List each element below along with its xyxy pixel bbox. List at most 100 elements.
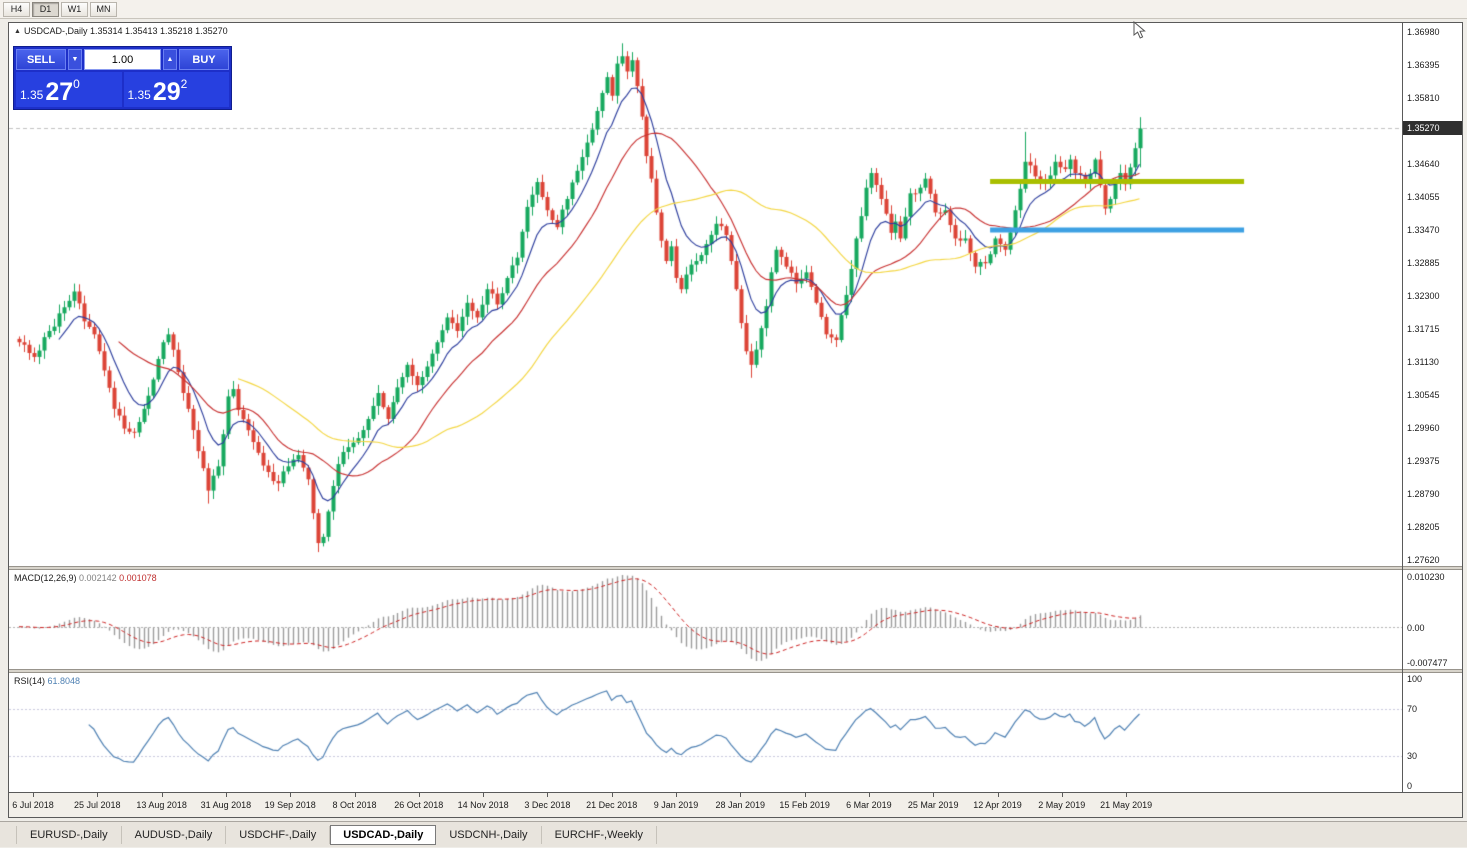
rsi-scale-label: 100 bbox=[1407, 674, 1423, 684]
time-axis-label: 6 Jul 2018 bbox=[12, 800, 54, 810]
timeframe-button-mn[interactable]: MN bbox=[90, 1, 117, 17]
chart-marker-icon: ▲ bbox=[14, 28, 21, 35]
price-scale-label: 1.29960 bbox=[1407, 423, 1440, 433]
current-price-tag: 1.35270 bbox=[1403, 121, 1462, 136]
panel-splitter[interactable] bbox=[9, 566, 1462, 570]
price-scale-label: 1.34055 bbox=[1407, 192, 1440, 202]
time-axis-label: 14 Nov 2018 bbox=[457, 800, 509, 810]
macd-main-value: 0.002142 bbox=[79, 573, 117, 583]
chart-tab-usdcad[interactable]: USDCAD-,Daily bbox=[330, 824, 437, 845]
bid-price-prefix: 1.35 bbox=[20, 88, 44, 102]
rsi-indicator-label: RSI(14) 61.8048 bbox=[14, 676, 80, 686]
time-axis-tick bbox=[33, 793, 34, 797]
price-scale-border bbox=[1402, 23, 1403, 792]
price-scale-label: 1.32300 bbox=[1407, 291, 1440, 301]
macd-signal-value: 0.001078 bbox=[119, 573, 157, 583]
candlestick-chart-canvas[interactable] bbox=[9, 23, 1402, 566]
mouse-cursor bbox=[1133, 20, 1146, 45]
time-axis-label: 8 Oct 2018 bbox=[332, 800, 377, 810]
rsi-value: 61.8048 bbox=[47, 676, 81, 686]
time-axis-label: 21 Dec 2018 bbox=[586, 800, 638, 810]
rsi-name: RSI(14) bbox=[14, 676, 46, 686]
time-axis-label: 21 May 2019 bbox=[1100, 800, 1153, 810]
time-axis-tick bbox=[1061, 793, 1063, 797]
time-axis-tick bbox=[547, 793, 549, 797]
time-axis-label: 25 Jul 2018 bbox=[74, 800, 121, 810]
tab-stub bbox=[6, 825, 17, 844]
price-scale-label: 1.35810 bbox=[1407, 93, 1440, 103]
chart-tab-eurusd[interactable]: EURUSD-,Daily bbox=[17, 825, 122, 844]
timeframe-button-d1[interactable]: D1 bbox=[32, 1, 59, 17]
timeframe-toolbar: H4 D1 W1 MN bbox=[0, 0, 1467, 19]
time-axis-tick bbox=[933, 793, 935, 797]
bid-price-pips: 27 bbox=[45, 78, 74, 106]
time-axis-tick bbox=[225, 793, 227, 797]
macd-panel-canvas[interactable] bbox=[9, 570, 1402, 669]
ask-price-point: 2 bbox=[180, 77, 188, 91]
ask-price[interactable]: 1.35 29 2 bbox=[123, 72, 229, 107]
time-axis-tick bbox=[804, 793, 806, 797]
time-axis-tick bbox=[418, 793, 420, 797]
chart-symbol-label: ▲ USDCAD-,Daily 1.35314 1.35413 1.35218 1… bbox=[14, 26, 228, 36]
volume-input[interactable] bbox=[84, 49, 161, 70]
time-axis-tick bbox=[354, 793, 356, 797]
ask-price-pips: 29 bbox=[152, 78, 181, 106]
time-axis-label: 15 Feb 2019 bbox=[779, 800, 830, 810]
price-scale-label: 1.36980 bbox=[1407, 27, 1440, 37]
ask-price-prefix: 1.35 bbox=[127, 88, 151, 102]
price-scale-label: 1.32885 bbox=[1407, 258, 1440, 268]
time-axis[interactable]: 6 Jul 2018 25 Jul 2018 13 Aug 2018 31 Aug 2… bbox=[9, 792, 1462, 817]
symbol-name: USDCAD-,Daily bbox=[23, 26, 88, 36]
macd-indicator-label: MACD(12,26,9) 0.002142 0.001078 bbox=[14, 573, 157, 583]
price-scale-label: 1.31130 bbox=[1407, 357, 1439, 367]
time-axis-label: 26 Oct 2018 bbox=[394, 800, 444, 810]
bid-price-point: 0 bbox=[73, 77, 80, 91]
time-axis-label: 6 Mar 2019 bbox=[846, 800, 892, 810]
chart-tab-usdcnh[interactable]: USDCNH-,Daily bbox=[436, 825, 542, 844]
time-axis-tick bbox=[997, 793, 999, 797]
bid-price[interactable]: 1.35 27 0 bbox=[16, 72, 122, 107]
price-scale-label: 1.36395 bbox=[1407, 60, 1440, 70]
chart-tab-eurchf[interactable]: EURCHF-,Weekly bbox=[542, 825, 657, 844]
chart-tab-usdchf[interactable]: USDCHF-,Daily bbox=[226, 825, 331, 844]
time-axis-tick bbox=[1126, 793, 1128, 797]
time-axis-label: 2 May 2019 bbox=[1038, 800, 1086, 810]
time-axis-tick bbox=[290, 793, 292, 797]
time-axis-label: 3 Dec 2018 bbox=[524, 800, 571, 810]
macd-scale-max: 0.010230 bbox=[1407, 572, 1445, 582]
time-axis-label: 25 Mar 2019 bbox=[907, 800, 959, 810]
ohlc-values: 1.35314 1.35413 1.35218 1.35270 bbox=[89, 26, 228, 36]
price-scale-label: 1.29375 bbox=[1407, 456, 1440, 466]
sell-button[interactable]: SELL bbox=[16, 49, 66, 70]
price-scale-label: 1.30545 bbox=[1407, 390, 1440, 400]
time-axis-label: 31 Aug 2018 bbox=[200, 800, 252, 810]
timeframe-button-h4[interactable]: H4 bbox=[3, 1, 30, 17]
panel-splitter[interactable] bbox=[9, 669, 1462, 673]
price-scale-label: 1.33470 bbox=[1407, 225, 1440, 235]
price-scale-label: 1.28205 bbox=[1407, 522, 1440, 532]
time-axis-label: 19 Sep 2018 bbox=[264, 800, 316, 810]
time-axis-tick bbox=[97, 793, 99, 797]
volume-increase-button[interactable]: ▲ bbox=[163, 49, 177, 70]
volume-decrease-button[interactable]: ▼ bbox=[68, 49, 82, 70]
rsi-scale-label: 0 bbox=[1407, 781, 1413, 791]
rsi-panel-canvas[interactable] bbox=[9, 673, 1402, 792]
buy-button[interactable]: BUY bbox=[179, 49, 229, 70]
time-axis-tick bbox=[868, 793, 870, 797]
one-click-trading-panel: SELL ▼ ▲ BUY 1.35 27 0 1.35 29 2 bbox=[13, 46, 232, 110]
time-axis-tick bbox=[161, 793, 163, 797]
time-axis-tick bbox=[611, 793, 613, 797]
timeframe-button-w1[interactable]: W1 bbox=[61, 1, 88, 17]
time-axis-tick bbox=[483, 793, 485, 797]
time-axis-label: 28 Jan 2019 bbox=[715, 800, 766, 810]
time-axis-tick bbox=[676, 793, 677, 797]
time-axis-label: 9 Jan 2019 bbox=[653, 800, 699, 810]
chart-area: ▲ USDCAD-,Daily 1.35314 1.35413 1.35218 1… bbox=[8, 20, 1463, 818]
time-axis-label: 13 Aug 2018 bbox=[136, 800, 187, 810]
rsi-scale-label: 70 bbox=[1407, 703, 1418, 714]
chart-tab-audusd[interactable]: AUDUSD-,Daily bbox=[122, 825, 227, 844]
time-axis-tick bbox=[740, 793, 742, 797]
price-scale-label: 1.34640 bbox=[1407, 159, 1440, 169]
macd-scale-min: -0.007477 bbox=[1407, 658, 1448, 668]
